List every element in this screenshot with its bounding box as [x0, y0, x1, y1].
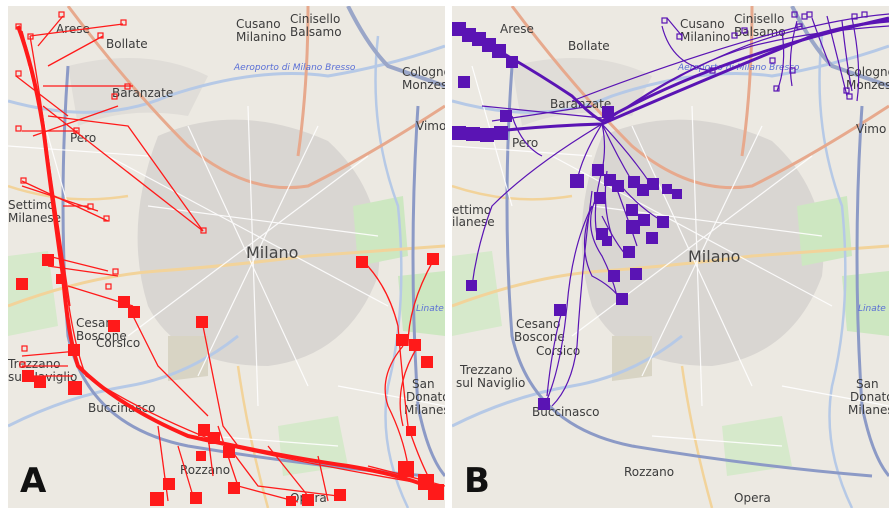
label-cesano: Cesano — [516, 317, 560, 331]
label-milanese-w: Milanese — [8, 211, 61, 225]
label-settimo: ettimo — [452, 203, 491, 217]
tracks-b — [452, 13, 889, 407]
label-pero: Pero — [512, 136, 538, 150]
markers-b — [452, 11, 868, 410]
basemap: Arese Bollate Cusano Milanino Cinisello … — [8, 6, 445, 508]
label-vimodrone: Vimo — [856, 122, 886, 136]
label-linate: Linate — [416, 304, 444, 314]
map-a-svg: Arese Bollate Cusano Milanino Cinisello … — [8, 6, 445, 508]
map-b-svg: Arese Bollate Cusano Milanino Cinisello … — [452, 6, 889, 508]
label-monzese: Monzese — [402, 78, 445, 92]
label-sandonato: San — [856, 377, 879, 391]
label-milanese-e: Milanese — [404, 403, 445, 417]
label-cologno: Cologno — [846, 65, 889, 79]
label-cusano: Cusano — [680, 17, 725, 31]
label-rozzano: Rozzano — [180, 463, 230, 477]
label-arese: Arese — [500, 22, 534, 36]
label-milanino: Milanino — [680, 30, 730, 44]
label-milano: Milano — [246, 243, 298, 262]
label-airport: Aeroporto di Milano Bresso — [233, 63, 356, 73]
label-naviglio: sul Naviglio — [456, 376, 525, 390]
label-vimodrone: Vimo — [416, 119, 445, 133]
label-milanese-e: Milanese — [848, 403, 889, 417]
label-boscone: Boscone — [514, 330, 565, 344]
label-opera: Opera — [734, 491, 771, 505]
label-baranzate: Baranzate — [112, 86, 173, 100]
label-settimo: Settimo — [8, 198, 55, 212]
label-bollate: Bollate — [568, 39, 610, 53]
label-bollate: Bollate — [106, 37, 148, 51]
label-milanino: Milanino — [236, 30, 286, 44]
label-linate: Linate — [858, 304, 886, 314]
label-cusano: Cusano — [236, 17, 281, 31]
panel-letter-a: A — [20, 461, 47, 501]
label-cinisello: Cinisello — [734, 12, 784, 26]
label-cologno: Cologno — [402, 65, 445, 79]
label-donato: Donato — [850, 390, 889, 404]
label-milanese-w: ilanese — [452, 215, 495, 229]
label-monzese: Monzese — [846, 78, 889, 92]
label-rozzano: Rozzano — [624, 465, 674, 479]
label-corsico: Corsico — [536, 344, 580, 358]
basemap: Arese Bollate Cusano Milanino Cinisello … — [452, 6, 889, 508]
label-arese: Arese — [56, 22, 90, 36]
tracks-a — [15, 15, 445, 503]
label-trezzano: Trezzano — [8, 357, 61, 371]
label-boscone: Boscone — [76, 329, 127, 343]
label-milano: Milano — [688, 247, 740, 266]
label-balsamo: Balsamo — [290, 25, 342, 39]
panel-letter-b: B — [464, 461, 490, 501]
map-panel-a[interactable]: Arese Bollate Cusano Milanino Cinisello … — [8, 6, 445, 508]
map-panel-b[interactable]: Arese Bollate Cusano Milanino Cinisello … — [452, 6, 889, 508]
label-cinisello: Cinisello — [290, 12, 340, 26]
label-airport: Aeroporto di Milano Bresso — [677, 63, 800, 73]
label-trezzano: Trezzano — [459, 363, 513, 377]
label-sandonato: San — [412, 377, 435, 391]
label-corsico: Corsico — [96, 336, 140, 350]
markers-a — [15, 11, 444, 506]
label-donato: Donato — [406, 390, 445, 404]
